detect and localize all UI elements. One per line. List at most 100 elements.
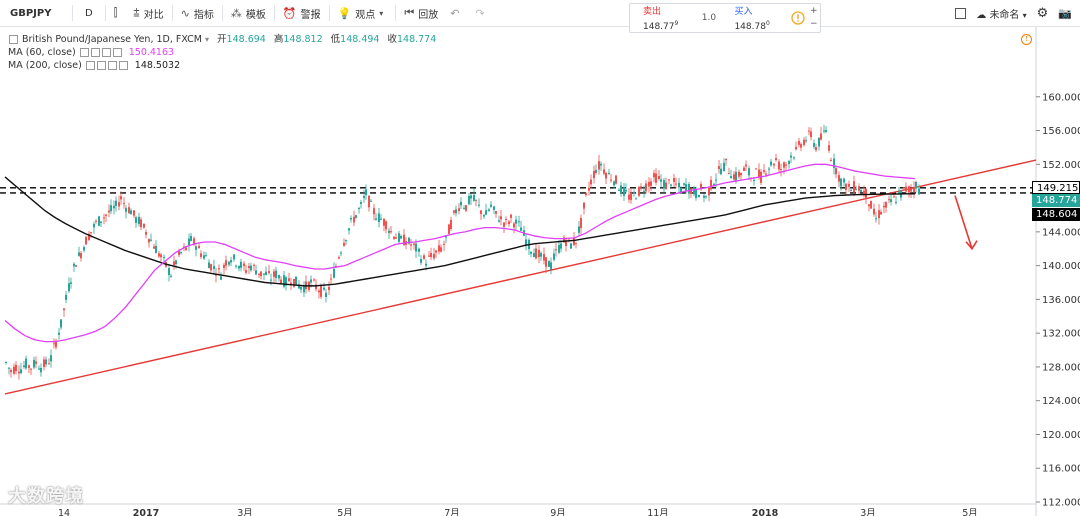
fullscreen-icon[interactable] <box>955 7 967 19</box>
replay-button[interactable]: ⏮ 回放 <box>398 0 444 26</box>
chevron-down-icon[interactable]: ▾ <box>205 35 210 44</box>
candle-body <box>353 216 355 223</box>
buy-button[interactable]: 买入 148.780 <box>721 4 787 32</box>
candle-body <box>748 168 750 176</box>
candle-body <box>468 196 470 205</box>
candle-body <box>320 285 322 297</box>
candle-body <box>255 270 257 275</box>
candle-body <box>380 218 382 220</box>
quantity-stepper[interactable]: + − <box>808 4 820 32</box>
price-axis-label: 152.000 <box>1042 160 1080 171</box>
quantity-value[interactable]: 1.0 <box>701 13 717 23</box>
candle-body <box>710 179 712 190</box>
candle-body <box>288 278 290 282</box>
candle-body <box>378 213 380 222</box>
candle-body <box>243 263 245 267</box>
divider <box>328 5 330 21</box>
candle-body <box>78 252 80 256</box>
candle-body <box>808 130 810 132</box>
info-icon[interactable]: ! <box>1021 34 1032 45</box>
symbol-search[interactable]: GBPJPY <box>10 7 52 19</box>
arrow-head <box>965 240 978 251</box>
high-label: 高 <box>273 34 284 45</box>
alert-button[interactable]: ⏰ 警报 <box>277 0 327 26</box>
candle-body <box>763 170 765 172</box>
redo-button[interactable]: ↷ <box>469 0 494 26</box>
candle-body <box>915 181 917 189</box>
candle-body <box>680 187 682 194</box>
candle-body <box>85 236 87 245</box>
candle-body <box>740 172 742 176</box>
candle-body <box>770 161 772 166</box>
candle-body <box>788 161 790 165</box>
ma200-label: MA (200, close) <box>8 60 82 71</box>
cloud-layout[interactable]: ☁ 未命名 ▾ <box>976 6 1026 21</box>
candle-body <box>125 208 127 212</box>
candle-body <box>133 210 135 216</box>
candle-body <box>325 292 327 297</box>
candle-body <box>25 358 27 369</box>
candle-body <box>658 175 660 179</box>
gear-icon[interactable]: ⚙ <box>1036 5 1049 21</box>
candle-body <box>898 192 900 194</box>
candle-body <box>280 279 282 284</box>
collapse-toggle[interactable] <box>9 35 18 44</box>
candle-body <box>355 215 357 218</box>
candle-body <box>28 365 30 368</box>
plus-button[interactable]: + <box>810 6 818 16</box>
candle-body <box>390 231 392 233</box>
candle-body <box>415 243 417 252</box>
close-value: 148.774 <box>396 34 437 45</box>
candle-body <box>175 260 177 265</box>
candle-body <box>673 177 675 182</box>
candle-body <box>783 162 785 168</box>
chart-type-button[interactable]: ⫿ <box>108 0 128 26</box>
candle-body <box>833 158 835 168</box>
time-axis-label: 11月 <box>647 508 669 516</box>
candle-body <box>418 248 420 252</box>
alert-icon[interactable] <box>788 4 808 32</box>
candle-body <box>553 253 555 260</box>
undo-button[interactable]: ↶ <box>444 0 469 26</box>
ma200-controls[interactable] <box>85 59 129 72</box>
ma200-line <box>4 176 915 287</box>
indicators-button[interactable]: ∿ 指标 <box>175 0 220 26</box>
ma60-controls[interactable] <box>79 46 123 59</box>
candle-body <box>343 243 345 246</box>
candle-body <box>793 157 795 159</box>
candle-body <box>670 184 672 186</box>
candle-body <box>105 214 107 216</box>
camera-icon[interactable]: 📷 <box>1058 6 1072 20</box>
candle-body <box>333 268 335 278</box>
open-label: 开 <box>217 34 227 45</box>
candle-body <box>575 242 577 244</box>
candle-body <box>838 175 840 182</box>
indicators-icon: ∿ <box>180 6 190 20</box>
interval-select[interactable]: D <box>85 7 93 19</box>
candle-body <box>313 279 315 281</box>
candle-body <box>228 261 230 265</box>
candle-body <box>240 261 242 268</box>
candle-body <box>540 253 542 257</box>
candle-body <box>103 217 105 219</box>
candle-body <box>650 181 652 186</box>
candle-body <box>273 271 275 277</box>
ideas-button[interactable]: 💡 观点 ▾ <box>332 0 394 26</box>
sell-button[interactable]: 卖出 148.779 <box>630 4 696 32</box>
candle-body <box>508 221 510 225</box>
minus-button[interactable]: − <box>810 19 818 29</box>
templates-button[interactable]: ⁂ 模板 <box>225 0 272 26</box>
candle-body <box>570 243 572 249</box>
candle-body <box>40 367 42 373</box>
candle-body <box>813 143 815 147</box>
candle-body <box>555 249 557 251</box>
price-chart[interactable]: 112.000 116.000 120.000 124.000 128.000 132.0… <box>0 27 1080 516</box>
time-axis-label: 5月 <box>337 508 353 516</box>
candle-body <box>758 169 760 178</box>
compare-button[interactable]: ⩲ 对比 <box>127 0 169 26</box>
candle-body <box>708 187 710 196</box>
chevron-down-icon: ▾ <box>379 8 384 18</box>
candle-body <box>485 210 487 215</box>
candle-body <box>560 243 562 249</box>
candle-body <box>810 131 812 138</box>
